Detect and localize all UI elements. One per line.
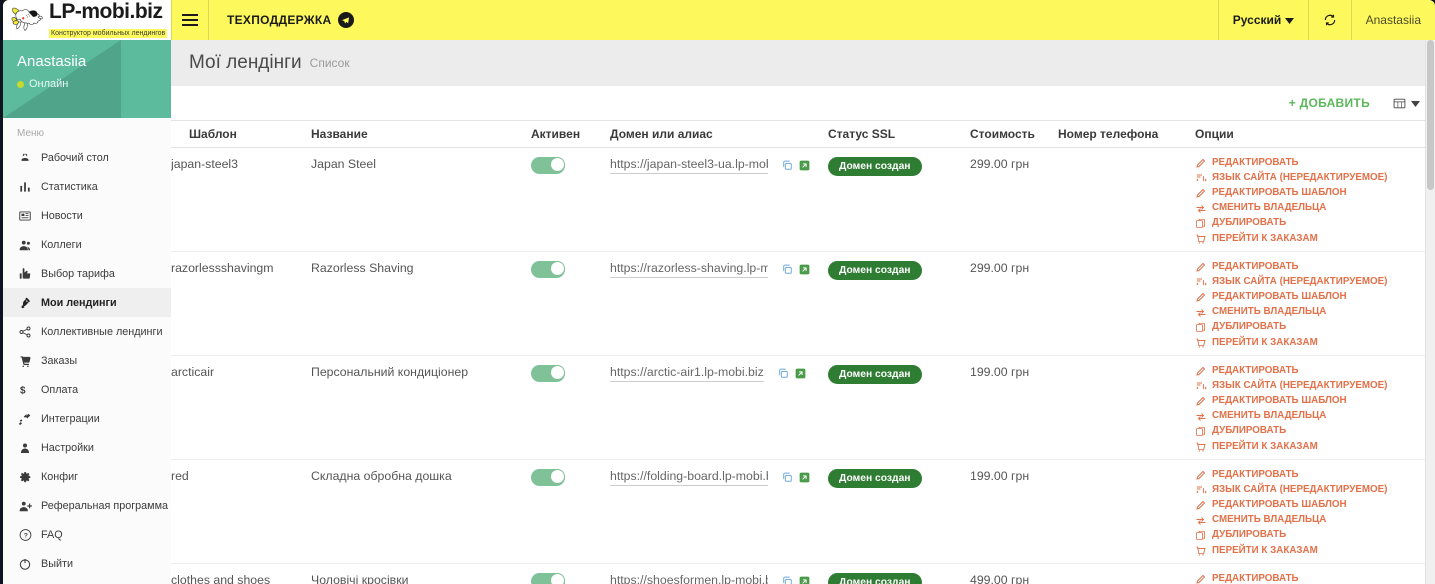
svg-text:$: $ — [20, 385, 26, 396]
svg-text:?: ? — [23, 532, 27, 539]
